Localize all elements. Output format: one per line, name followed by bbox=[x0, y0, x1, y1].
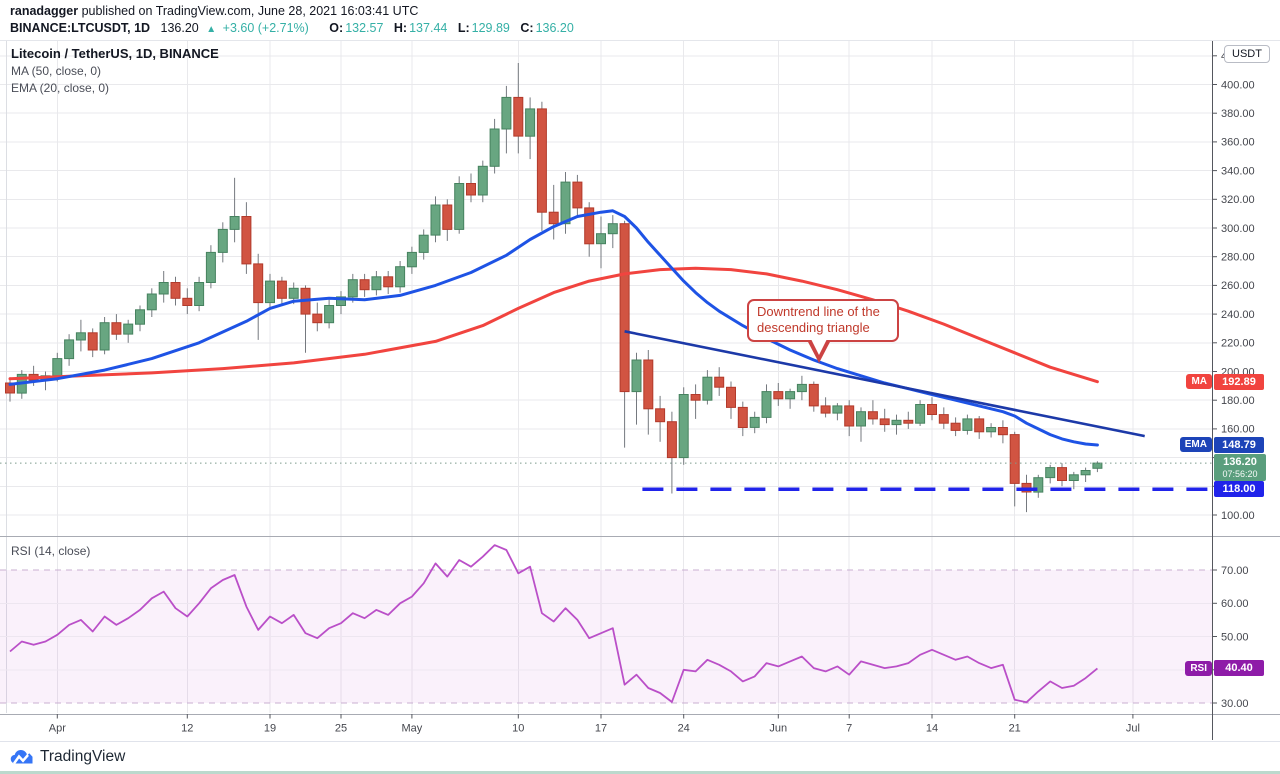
rsi-value-chip: 40.40 bbox=[1214, 660, 1264, 677]
svg-text:30.00: 30.00 bbox=[1221, 698, 1249, 710]
svg-text:240.00: 240.00 bbox=[1221, 309, 1255, 321]
close-label: C: bbox=[520, 21, 534, 35]
last-price-chip-value: 136.20 bbox=[1223, 456, 1257, 469]
support-price-chip: 118.00 bbox=[1214, 481, 1264, 498]
rsi-legend: RSI (14, close) bbox=[11, 544, 91, 558]
up-arrow-icon: ▲ bbox=[206, 24, 217, 35]
svg-text:280.00: 280.00 bbox=[1221, 252, 1255, 264]
ticker-line: BINANCE:LTCUSDT, 1D 136.20 ▲ +3.60 (+2.7… bbox=[10, 21, 574, 35]
svg-text:21: 21 bbox=[1009, 723, 1021, 735]
usdt-unit-button[interactable]: USDT bbox=[1224, 45, 1270, 63]
attribution: ranadagger published on TradingView.com,… bbox=[10, 4, 418, 18]
author-name: ranadagger bbox=[10, 4, 79, 18]
svg-text:Apr: Apr bbox=[49, 723, 66, 735]
svg-text:Jun: Jun bbox=[769, 723, 787, 735]
svg-text:260.00: 260.00 bbox=[1221, 280, 1255, 292]
svg-text:17: 17 bbox=[595, 723, 607, 735]
ma-axis-label-chip: MA bbox=[1186, 374, 1212, 390]
descending-triangle-callout: Downtrend line of the descending triangl… bbox=[747, 299, 899, 363]
svg-text:380.00: 380.00 bbox=[1221, 108, 1255, 120]
ema-value-chip: 148.79 bbox=[1214, 436, 1264, 453]
close-value: 136.20 bbox=[535, 21, 574, 35]
header: ranadagger published on TradingView.com,… bbox=[0, 0, 1280, 41]
svg-text:180.00: 180.00 bbox=[1221, 395, 1255, 407]
price-change: +3.60 (+2.71%) bbox=[222, 21, 309, 35]
tradingview-logo-icon[interactable] bbox=[10, 749, 33, 764]
svg-text:14: 14 bbox=[926, 723, 938, 735]
svg-text:7: 7 bbox=[846, 723, 852, 735]
svg-text:May: May bbox=[402, 723, 423, 735]
svg-text:220.00: 220.00 bbox=[1221, 338, 1255, 350]
svg-text:Jul: Jul bbox=[1126, 723, 1140, 735]
svg-text:60.00: 60.00 bbox=[1221, 598, 1249, 610]
low-label: L: bbox=[457, 21, 470, 35]
callout-line1: Downtrend line of the bbox=[757, 304, 880, 319]
tradingview-brand-text[interactable]: TradingView bbox=[40, 747, 126, 765]
svg-text:100.00: 100.00 bbox=[1221, 510, 1255, 522]
high-value: 137.44 bbox=[409, 21, 448, 35]
callout-line2: descending triangle bbox=[757, 319, 870, 335]
last-price: 136.20 bbox=[160, 21, 199, 35]
svg-text:300.00: 300.00 bbox=[1221, 223, 1255, 235]
published-text: published on TradingView.com, June 28, 2… bbox=[78, 4, 419, 18]
symbol-interval: BINANCE:LTCUSDT, 1D bbox=[10, 21, 151, 35]
last-price-chip: 136.20 07:56:20 bbox=[1214, 454, 1266, 482]
footer-bar: TradingView bbox=[0, 741, 1280, 771]
bar-countdown: 07:56:20 bbox=[1222, 468, 1258, 479]
svg-text:160.00: 160.00 bbox=[1221, 424, 1255, 436]
svg-text:24: 24 bbox=[678, 723, 690, 735]
svg-text:360.00: 360.00 bbox=[1221, 137, 1255, 149]
ma-value-chip: 192.89 bbox=[1214, 373, 1264, 390]
open-value: 132.57 bbox=[345, 21, 384, 35]
svg-text:10: 10 bbox=[512, 723, 524, 735]
svg-text:320.00: 320.00 bbox=[1221, 194, 1255, 206]
svg-text:340.00: 340.00 bbox=[1221, 165, 1255, 177]
low-value: 129.89 bbox=[471, 21, 510, 35]
svg-text:25: 25 bbox=[335, 723, 347, 735]
svg-text:70.00: 70.00 bbox=[1221, 565, 1249, 577]
open-label: O: bbox=[329, 21, 344, 35]
bottom-accent-line bbox=[0, 771, 1280, 774]
rsi-axis-label-chip: RSI bbox=[1185, 660, 1212, 676]
svg-text:50.00: 50.00 bbox=[1221, 631, 1249, 643]
high-label: H: bbox=[393, 21, 408, 35]
svg-text:19: 19 bbox=[264, 723, 276, 735]
ema-axis-label-chip: EMA bbox=[1179, 437, 1212, 453]
svg-text:400.00: 400.00 bbox=[1221, 79, 1255, 91]
svg-text:12: 12 bbox=[181, 723, 193, 735]
